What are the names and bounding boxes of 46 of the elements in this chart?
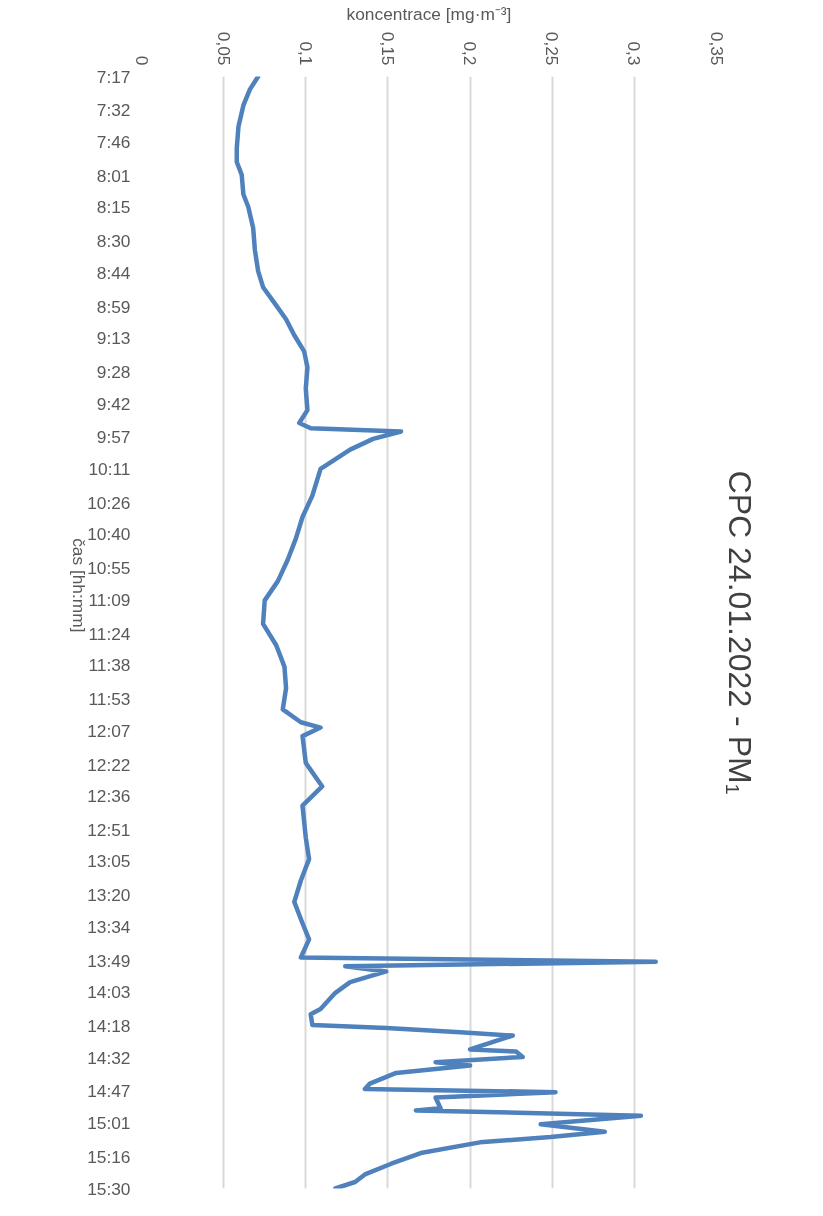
y-tick-label: 11:53 xyxy=(88,689,131,710)
y-tick-label: 12:51 xyxy=(87,819,131,840)
y-tick-label: 14:47 xyxy=(87,1081,131,1102)
y-tick-label: 9:57 xyxy=(96,427,131,448)
y-tick-label: 14:32 xyxy=(87,1047,131,1068)
y-tick-label: 10:40 xyxy=(87,524,131,545)
y-tick-label: 9:13 xyxy=(96,328,131,349)
x-tick-label: 0,3 xyxy=(624,41,645,66)
y-tick-label: 13:34 xyxy=(87,916,131,937)
y-tick-label: 7:17 xyxy=(96,66,131,87)
y-tick-label: 11:38 xyxy=(88,655,131,676)
y-tick-label: 7:46 xyxy=(96,132,131,152)
y-tick-label: 12:22 xyxy=(87,754,131,775)
y-tick-label: 13:20 xyxy=(87,885,131,906)
y-tick-label: 9:42 xyxy=(96,393,131,414)
y-tick-label: 10:26 xyxy=(87,492,131,513)
x-tick-label: 0,25 xyxy=(542,31,563,66)
y-tick-label: 14:03 xyxy=(87,982,131,1003)
y-tick-label: 12:36 xyxy=(87,786,131,807)
x-tick-label: 0,2 xyxy=(460,41,481,66)
y-tick-label: 8:01 xyxy=(96,165,131,186)
x-tick-label: 0,1 xyxy=(295,41,316,66)
y-tick-label: 9:28 xyxy=(96,362,131,383)
y-tick-label: 15:16 xyxy=(87,1146,131,1167)
x-tick-label: 0 xyxy=(131,55,152,66)
y-tick-label: 11:09 xyxy=(88,589,131,610)
y-tick-label: 13:49 xyxy=(87,950,131,971)
y-tick-label: 12:07 xyxy=(87,720,131,741)
x-tick-label: 0,15 xyxy=(377,31,398,66)
y-tick-label: 11:24 xyxy=(88,623,131,644)
y-tick-label: 8:44 xyxy=(96,262,131,283)
y-tick-label: 7:32 xyxy=(96,100,131,121)
y-tick-label: 8:30 xyxy=(96,231,131,252)
y-tick-label: 13:05 xyxy=(87,851,131,872)
y-tick-label: 14:18 xyxy=(87,1016,131,1037)
x-tick-label: 0,05 xyxy=(213,31,234,66)
text: CPC 24.01.2022 - PM₁ xyxy=(721,470,758,795)
y-tick-label: 10:11 xyxy=(88,458,131,479)
line-series xyxy=(234,76,658,1189)
x-tick-label: 0,35 xyxy=(706,31,727,66)
y-tick-label: 15:01 xyxy=(87,1113,131,1134)
y-tick-label: 8:15 xyxy=(96,197,131,218)
y-tick-label: 15:30 xyxy=(87,1178,131,1199)
y-tick-label: 8:59 xyxy=(96,296,131,317)
x-axis-title: koncentrace [mg·m⁻³] xyxy=(346,3,512,24)
y-tick-label: 10:55 xyxy=(87,558,131,579)
